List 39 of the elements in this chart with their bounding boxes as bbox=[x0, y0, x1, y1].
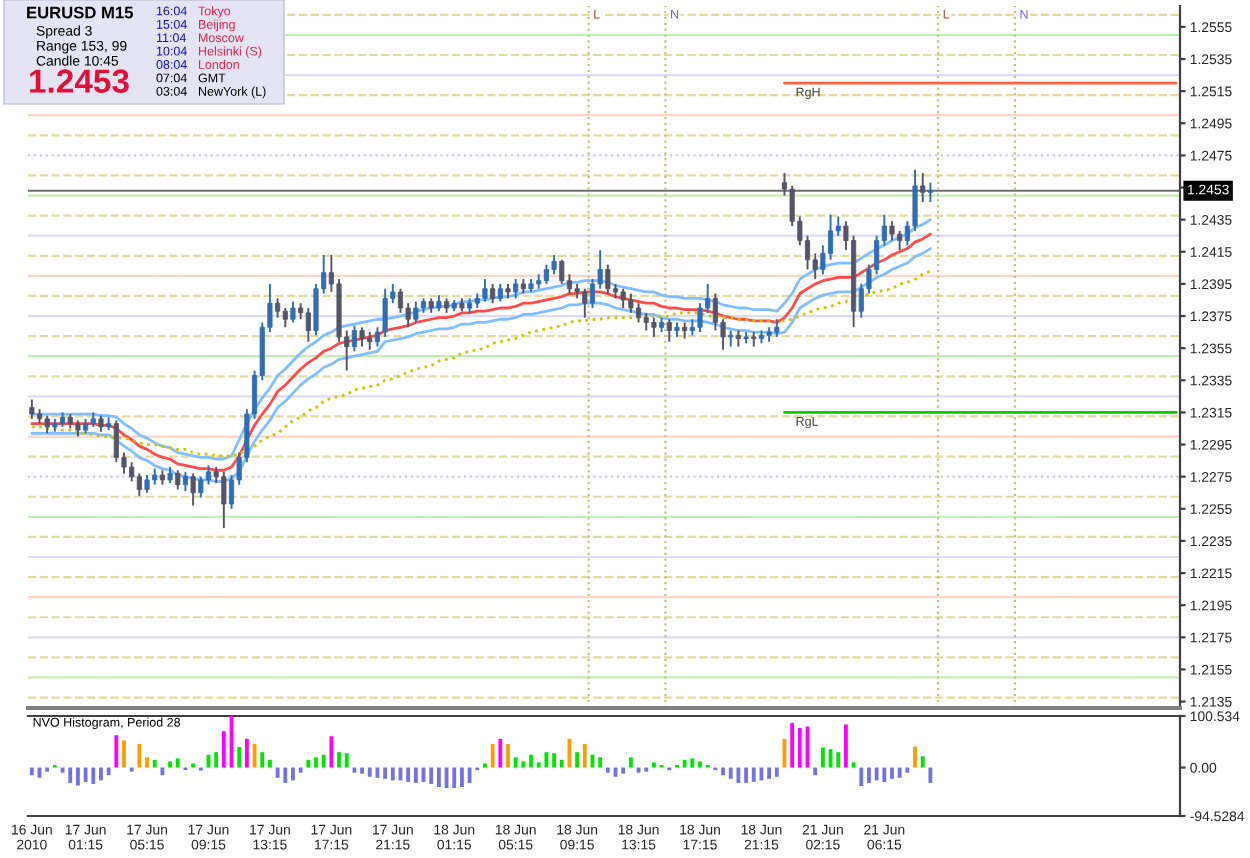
candlestick bbox=[897, 229, 903, 252]
annotation: 1.2453 bbox=[30, 69, 129, 93]
candlestick bbox=[305, 307, 311, 343]
candlestick bbox=[129, 461, 135, 483]
candlestick bbox=[175, 469, 181, 491]
candlestick bbox=[651, 316, 657, 338]
candlestick bbox=[628, 292, 634, 314]
candlestick bbox=[29, 398, 35, 420]
candlestick bbox=[397, 287, 404, 314]
candlestick bbox=[927, 181, 933, 203]
candlestick bbox=[490, 282, 496, 305]
candlestick bbox=[712, 292, 718, 332]
annotation: EURUSD M15 bbox=[27, 6, 133, 19]
candlestick bbox=[275, 297, 281, 319]
candlestick bbox=[889, 220, 895, 242]
candlestick bbox=[351, 324, 357, 353]
candlestick bbox=[136, 472, 142, 497]
candlestick bbox=[113, 419, 119, 464]
candlestick bbox=[582, 287, 588, 319]
candlestick bbox=[482, 278, 488, 303]
candlestick bbox=[551, 254, 557, 276]
candlestick bbox=[359, 326, 365, 348]
candlestick bbox=[543, 263, 549, 285]
candlestick bbox=[605, 263, 611, 295]
candlestick bbox=[728, 329, 734, 348]
candlestick bbox=[413, 300, 419, 324]
candlestick bbox=[697, 302, 703, 334]
candlestick bbox=[666, 318, 672, 343]
candlestick bbox=[182, 470, 189, 493]
candlestick bbox=[513, 278, 519, 300]
candlestick bbox=[198, 475, 204, 499]
candlestick bbox=[221, 470, 227, 530]
candlestick bbox=[382, 287, 388, 338]
candlestick bbox=[635, 302, 642, 324]
candlestick bbox=[620, 287, 626, 309]
candlestick bbox=[205, 464, 212, 486]
candlestick bbox=[920, 172, 926, 203]
candlestick bbox=[190, 472, 196, 507]
candlestick bbox=[290, 300, 296, 324]
